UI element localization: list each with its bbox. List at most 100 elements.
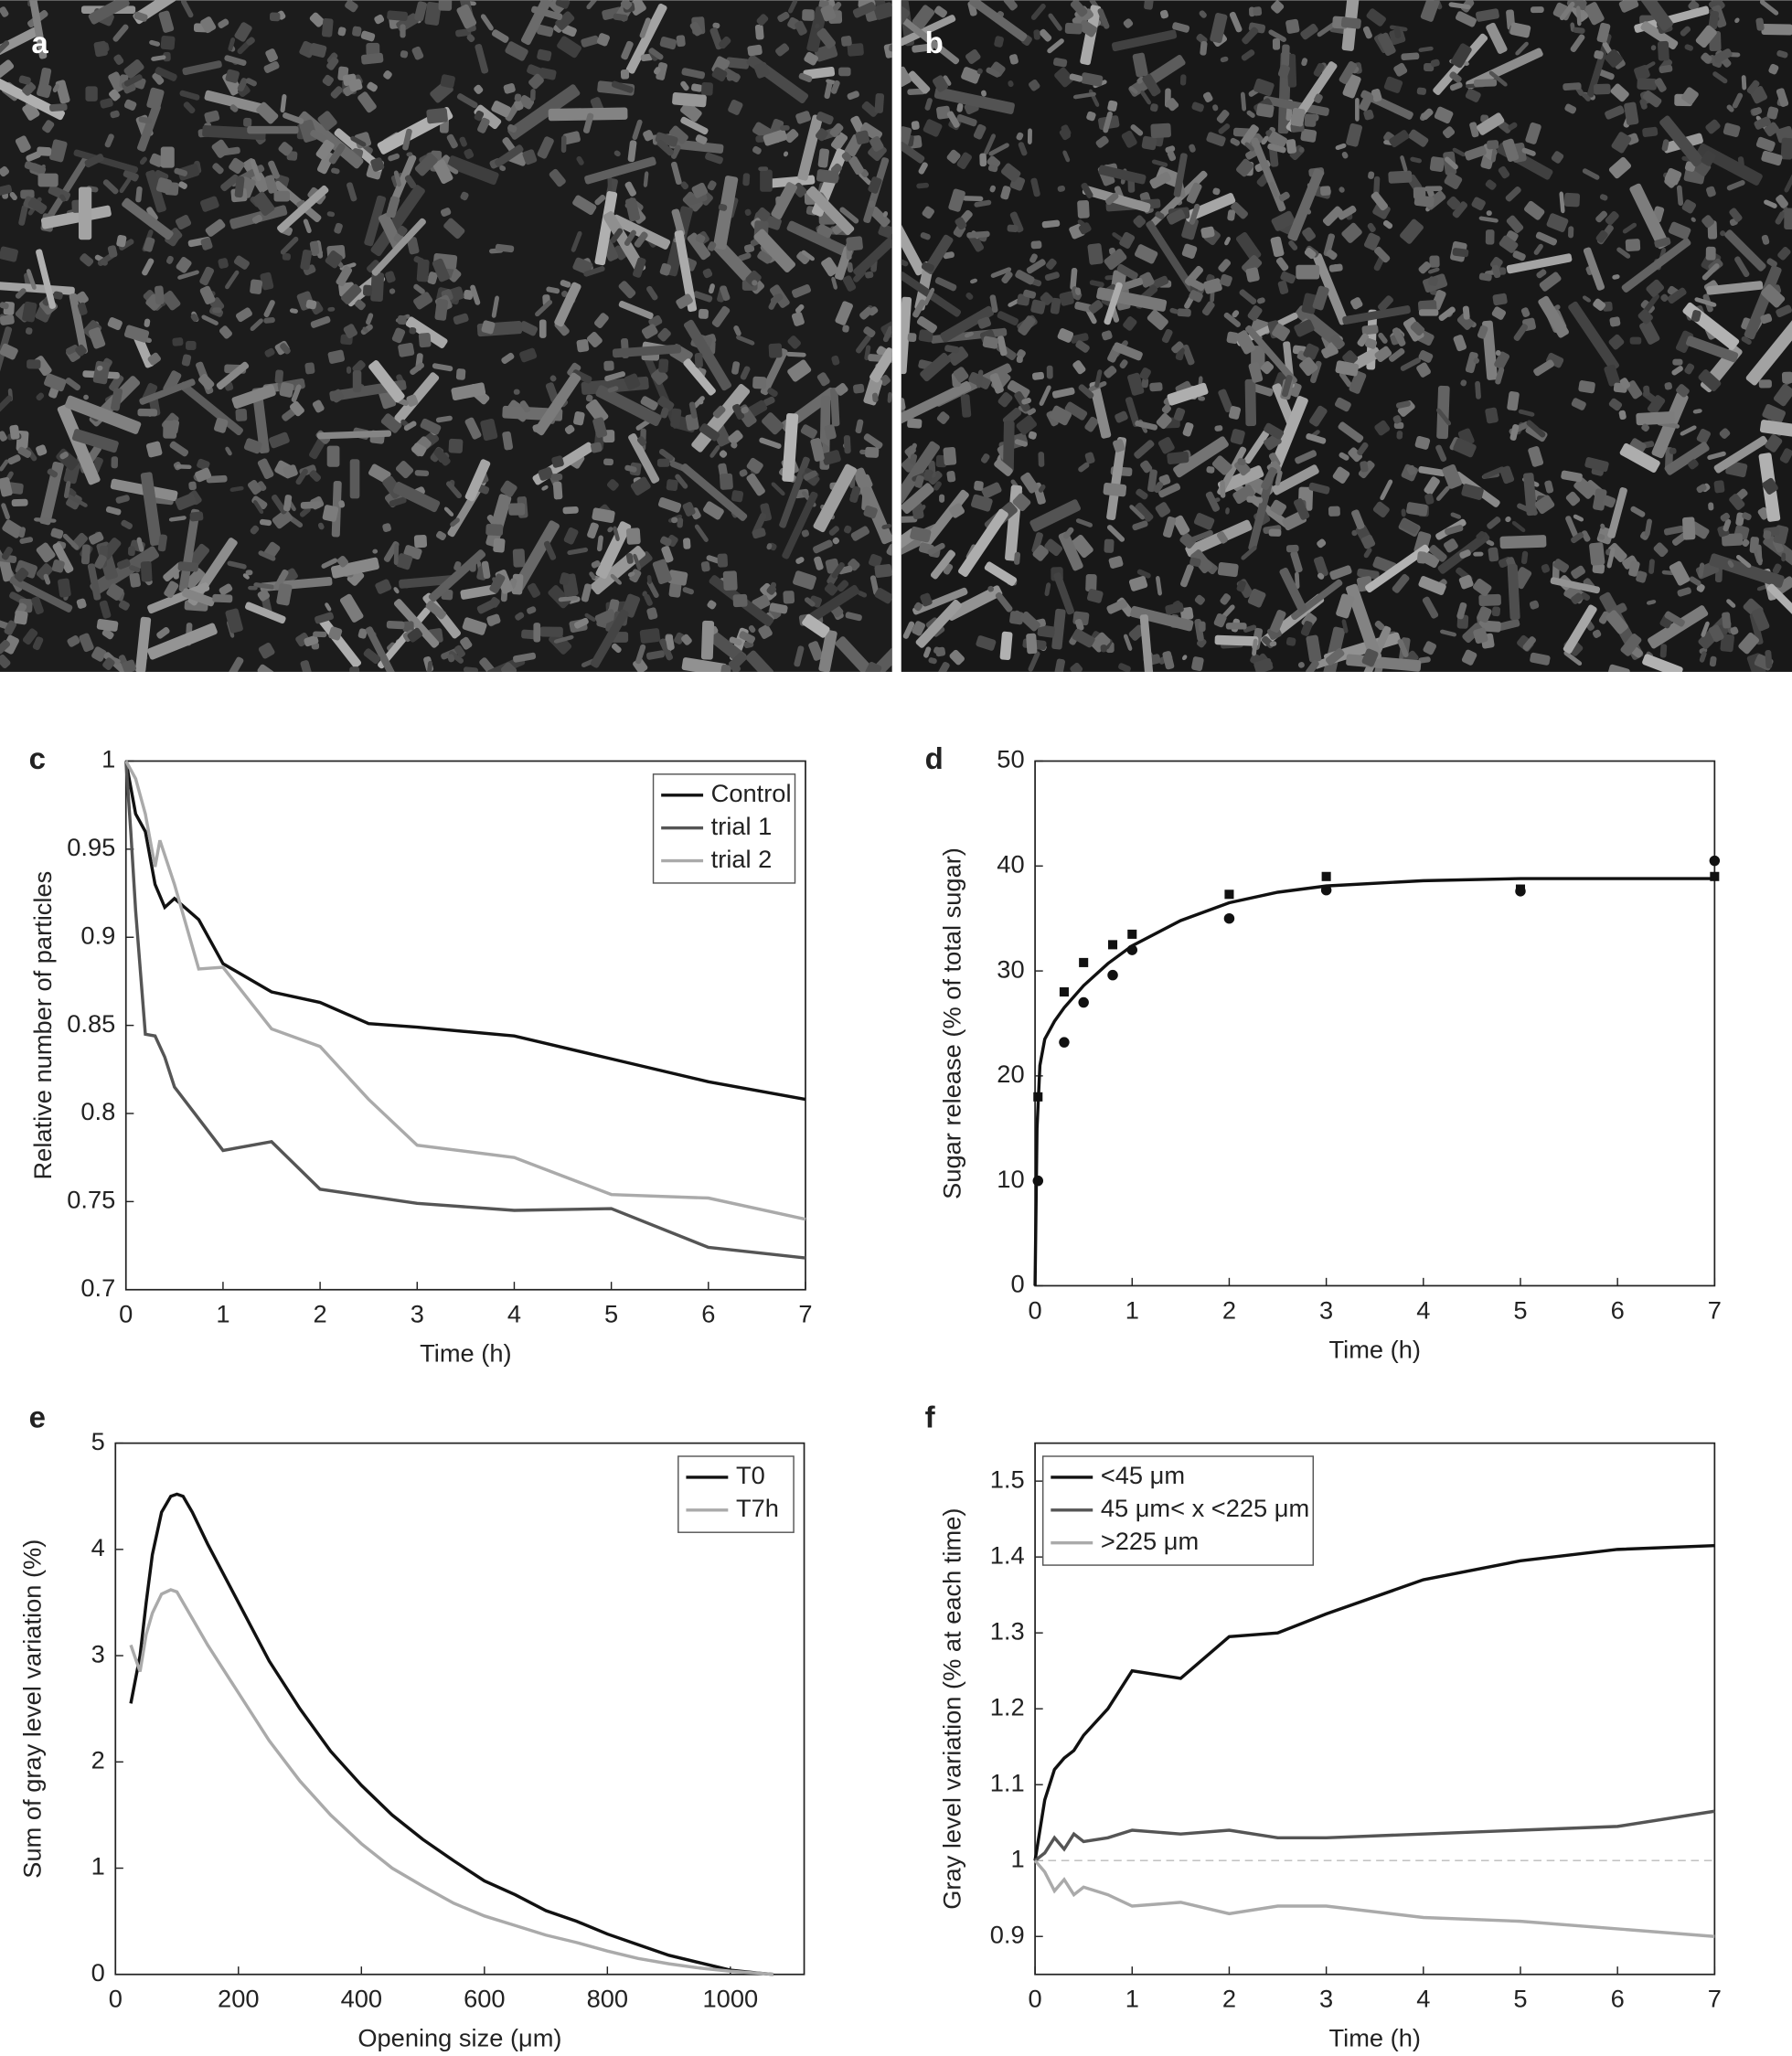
particle <box>119 177 132 194</box>
particle <box>310 130 328 144</box>
legend-box <box>677 1455 795 1533</box>
y-tick-label: 1.2 <box>990 1692 1025 1720</box>
particle <box>1629 183 1669 250</box>
particle <box>803 470 818 481</box>
particle <box>394 372 440 423</box>
particle <box>1261 466 1277 490</box>
particle <box>1636 410 1675 426</box>
particle <box>689 21 703 37</box>
data-point <box>1321 871 1331 881</box>
y-tick-label: 0.7 <box>80 1273 115 1302</box>
particle <box>1761 23 1792 36</box>
particle <box>325 602 332 612</box>
particle <box>474 110 485 122</box>
particle <box>414 153 438 176</box>
particle <box>1033 29 1040 40</box>
y-tick-label: 4 <box>91 1533 105 1561</box>
particle <box>681 68 706 80</box>
particle <box>385 271 396 283</box>
particle <box>9 424 20 440</box>
particle <box>1578 380 1595 394</box>
particle <box>1346 583 1382 661</box>
particle <box>1495 367 1505 385</box>
particle <box>1229 11 1243 33</box>
particle <box>981 482 1002 499</box>
particle <box>624 181 636 197</box>
particle <box>1755 136 1776 152</box>
particle <box>1179 532 1196 549</box>
particle <box>901 483 934 514</box>
particle <box>646 607 658 620</box>
particle <box>777 11 790 23</box>
particle <box>322 505 339 522</box>
particle <box>1688 459 1699 470</box>
particle <box>1014 551 1020 565</box>
particle <box>1701 621 1710 637</box>
particle <box>1374 620 1385 631</box>
particle <box>1646 279 1665 297</box>
particle <box>665 634 675 651</box>
x-tick-label: 4 <box>507 1300 521 1328</box>
particle <box>643 130 655 142</box>
particle <box>958 508 1008 578</box>
particle <box>933 87 1015 114</box>
particle <box>243 438 262 454</box>
particle <box>1424 476 1440 495</box>
particle <box>0 639 10 655</box>
particle <box>357 91 377 113</box>
particle <box>155 67 177 81</box>
particle <box>1571 565 1585 580</box>
particle <box>269 12 281 22</box>
particle <box>1446 196 1461 210</box>
particle <box>1692 409 1702 414</box>
particle <box>1270 236 1285 258</box>
particle <box>1342 74 1361 99</box>
particle <box>1445 525 1464 536</box>
particle <box>779 125 790 131</box>
particle <box>107 245 118 258</box>
particle <box>309 470 322 482</box>
particle <box>1413 195 1435 208</box>
particle <box>69 293 89 355</box>
particle <box>1246 495 1264 504</box>
particle <box>1149 170 1208 227</box>
particle <box>541 485 549 491</box>
particle <box>102 179 119 195</box>
particle <box>1530 652 1551 666</box>
particle <box>538 467 554 481</box>
particle <box>1654 237 1671 249</box>
particle <box>316 430 392 440</box>
particle <box>338 500 346 508</box>
particle <box>1612 274 1620 280</box>
particle <box>660 536 672 547</box>
particle <box>1520 550 1529 565</box>
particle <box>1287 168 1325 241</box>
particle <box>1235 231 1262 261</box>
particle <box>1777 247 1791 261</box>
particle <box>1078 462 1090 473</box>
particle <box>393 543 400 566</box>
particle <box>495 243 515 253</box>
particle <box>116 234 127 248</box>
particle <box>868 176 882 194</box>
particle <box>1605 610 1628 634</box>
particle <box>1605 48 1623 68</box>
particle <box>1044 272 1060 282</box>
particle <box>129 565 141 573</box>
particle <box>1533 359 1554 377</box>
particle <box>1535 231 1558 246</box>
particle <box>902 621 915 639</box>
particle <box>1341 222 1362 243</box>
particle <box>1618 410 1627 421</box>
particle <box>806 5 827 53</box>
particle <box>1081 182 1093 198</box>
particle <box>698 399 704 405</box>
particle <box>1506 215 1524 233</box>
particle <box>1669 560 1691 586</box>
particle <box>527 582 540 598</box>
particle <box>798 72 813 83</box>
particle <box>686 193 708 206</box>
particle <box>300 660 314 672</box>
particle <box>283 464 298 479</box>
particle <box>1007 224 1019 233</box>
